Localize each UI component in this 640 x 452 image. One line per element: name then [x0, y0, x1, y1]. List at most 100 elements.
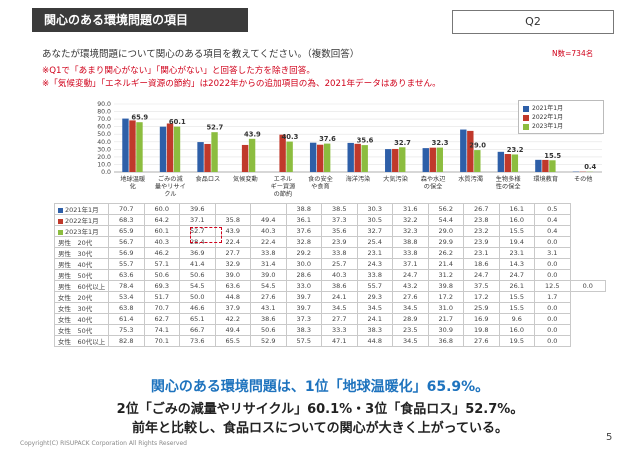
table-cell: 39.7 — [285, 302, 322, 314]
table-row: 男性 50代 63.6 50.6 50.6 39.0 39.0 28.6 40.3 33.8 24… — [54, 269, 606, 281]
legend-swatch-2022 — [523, 114, 529, 121]
table-cell: 0.4 — [534, 225, 571, 237]
data-label: 29.0 — [469, 142, 486, 150]
table-cell: 17.2 — [427, 291, 464, 303]
table-cell: 32.9 — [214, 258, 251, 270]
table-cell: 56.7 — [108, 236, 145, 248]
table-cell: 37.1 — [392, 258, 429, 270]
table-cell: 33.8 — [250, 247, 287, 259]
table-cell: 38.6 — [250, 313, 287, 325]
page-number: 5 — [606, 432, 613, 443]
bar-2021 — [309, 142, 317, 172]
bar-2023 — [436, 147, 443, 172]
data-label: 15.5 — [544, 152, 561, 160]
legend-item-2022: 2022年1月 — [523, 113, 599, 122]
table-cell: 66.7 — [179, 324, 216, 336]
table-cell: 12.5 — [534, 280, 571, 292]
table-cell: 33.8 — [392, 247, 429, 259]
table-cell: 55.7 — [356, 280, 393, 292]
row-label-text: 女性 20代 — [58, 294, 93, 302]
bar-2022 — [542, 159, 549, 172]
table-cell: 0.0 — [534, 324, 571, 336]
table-cell: 65.9 — [108, 225, 145, 237]
table-cell: 19.5 — [498, 335, 535, 347]
data-label: 23.2 — [507, 146, 524, 154]
row-label: 2022年1月 — [54, 214, 109, 226]
data-label: 0.4 — [584, 163, 596, 171]
table-cell: 39.0 — [250, 269, 287, 281]
row-label: 2023年1月 — [54, 225, 109, 237]
legend-label-2022: 2022年1月 — [532, 114, 564, 121]
row-label-text: 2023年1月 — [65, 228, 99, 236]
table-cell: 40.3 — [143, 236, 180, 248]
table-cell: 60.1 — [143, 225, 180, 237]
data-label: 35.6 — [357, 137, 374, 145]
legend-label-2023: 2023年1月 — [532, 123, 564, 130]
bar-2023 — [474, 150, 481, 172]
question-text: あなたが環境問題について関心のある項目を教えてください。（複数回答） — [42, 49, 360, 60]
table-row: 2021年1月 70.7 60.0 39.6 38.8 38.5 30.3 31.6 56.2 2… — [54, 203, 606, 215]
table-cell: 24.1 — [356, 313, 393, 325]
table-cell: 35.6 — [321, 225, 358, 237]
bar-2022 — [166, 123, 174, 172]
table-row: 女性 50代 75.3 74.1 66.7 49.4 50.6 38.3 33.3 38.3 23… — [54, 324, 606, 336]
table-cell: 38.3 — [285, 324, 322, 336]
table-cell: 46.2 — [143, 247, 180, 259]
row-label: 女性 60代以上 — [54, 335, 109, 347]
table-cell: 3.1 — [534, 247, 571, 259]
x-category-label: 生物多様 — [496, 175, 522, 183]
row-swatch — [58, 207, 63, 213]
table-cell: 26.7 — [463, 203, 500, 215]
table-cell: 37.1 — [179, 214, 216, 226]
x-category-label: の保全 — [424, 183, 443, 191]
row-label-text: 女性 40代 — [58, 316, 93, 324]
table-cell: 23.5 — [392, 324, 429, 336]
table-cell: 30.5 — [356, 214, 393, 226]
table-cell: 27.6 — [250, 291, 287, 303]
table-cell: 33.0 — [285, 280, 322, 292]
x-category-label: 食の安全 — [308, 175, 334, 183]
row-label: 女性 30代 — [54, 302, 109, 314]
row-label-text: 男性 60代以上 — [58, 283, 106, 291]
bar-2022 — [316, 144, 324, 172]
x-category-label: 量やリサイ — [155, 183, 186, 191]
x-category-label: 環境教育 — [533, 175, 558, 183]
table-cell: 23.9 — [463, 236, 500, 248]
x-category-label: 森や水辺 — [421, 175, 446, 183]
table-cell: 0.0 — [534, 302, 571, 314]
bar-2023 — [211, 132, 218, 172]
summary-line-2: 2位「ごみの減量やリサイクル」60.1%・3位「食品ロス」52.7%。 — [116, 402, 524, 417]
x-category-label: エネル — [274, 176, 293, 183]
table-cell: 38.8 — [392, 236, 429, 248]
table-cell: 24.3 — [356, 258, 393, 270]
data-table: 2021年1月 70.7 60.0 39.6 38.8 38.5 30.3 31.6 56.2 2… — [54, 203, 606, 347]
x-category-label: その他 — [574, 175, 593, 183]
data-label: 65.9 — [131, 114, 148, 122]
table-cell: 46.6 — [179, 302, 216, 314]
note-2: ※「気候変動」「エネルギー資源の節約」は2022年からの追加項目の為、2021年… — [42, 79, 441, 89]
table-cell: 40.3 — [321, 269, 358, 281]
table-cell: 33.8 — [356, 269, 393, 281]
table-cell: 17.2 — [463, 291, 500, 303]
row-label-text: 女性 50代 — [58, 327, 93, 335]
table-cell: 34.5 — [392, 335, 429, 347]
table-cell: 33.3 — [321, 324, 358, 336]
table-cell: 25.4 — [356, 236, 393, 248]
row-label: 2021年1月 — [54, 203, 109, 215]
data-label: 37.6 — [319, 135, 336, 143]
row-label: 女性 20代 — [54, 291, 109, 303]
y-tick-label: 50.0 — [97, 131, 111, 138]
legend-label-2021: 2021年1月 — [532, 105, 564, 112]
table-cell: 54.5 — [250, 280, 287, 292]
table-cell: 31.6 — [392, 203, 429, 215]
bar-2022 — [504, 154, 512, 172]
x-category-label: 性の保全 — [496, 183, 522, 191]
y-tick-label: 0.0 — [101, 169, 111, 176]
table-cell: 32.3 — [392, 225, 429, 237]
bar-2021 — [122, 118, 129, 172]
summary-line-1: 関心のある環境問題は、1位「地球温暖化」65.9%。 — [150, 379, 490, 395]
table-cell: 19.4 — [498, 236, 535, 248]
table-cell: 25.9 — [463, 302, 500, 314]
row-label: 男性 30代 — [54, 247, 109, 259]
